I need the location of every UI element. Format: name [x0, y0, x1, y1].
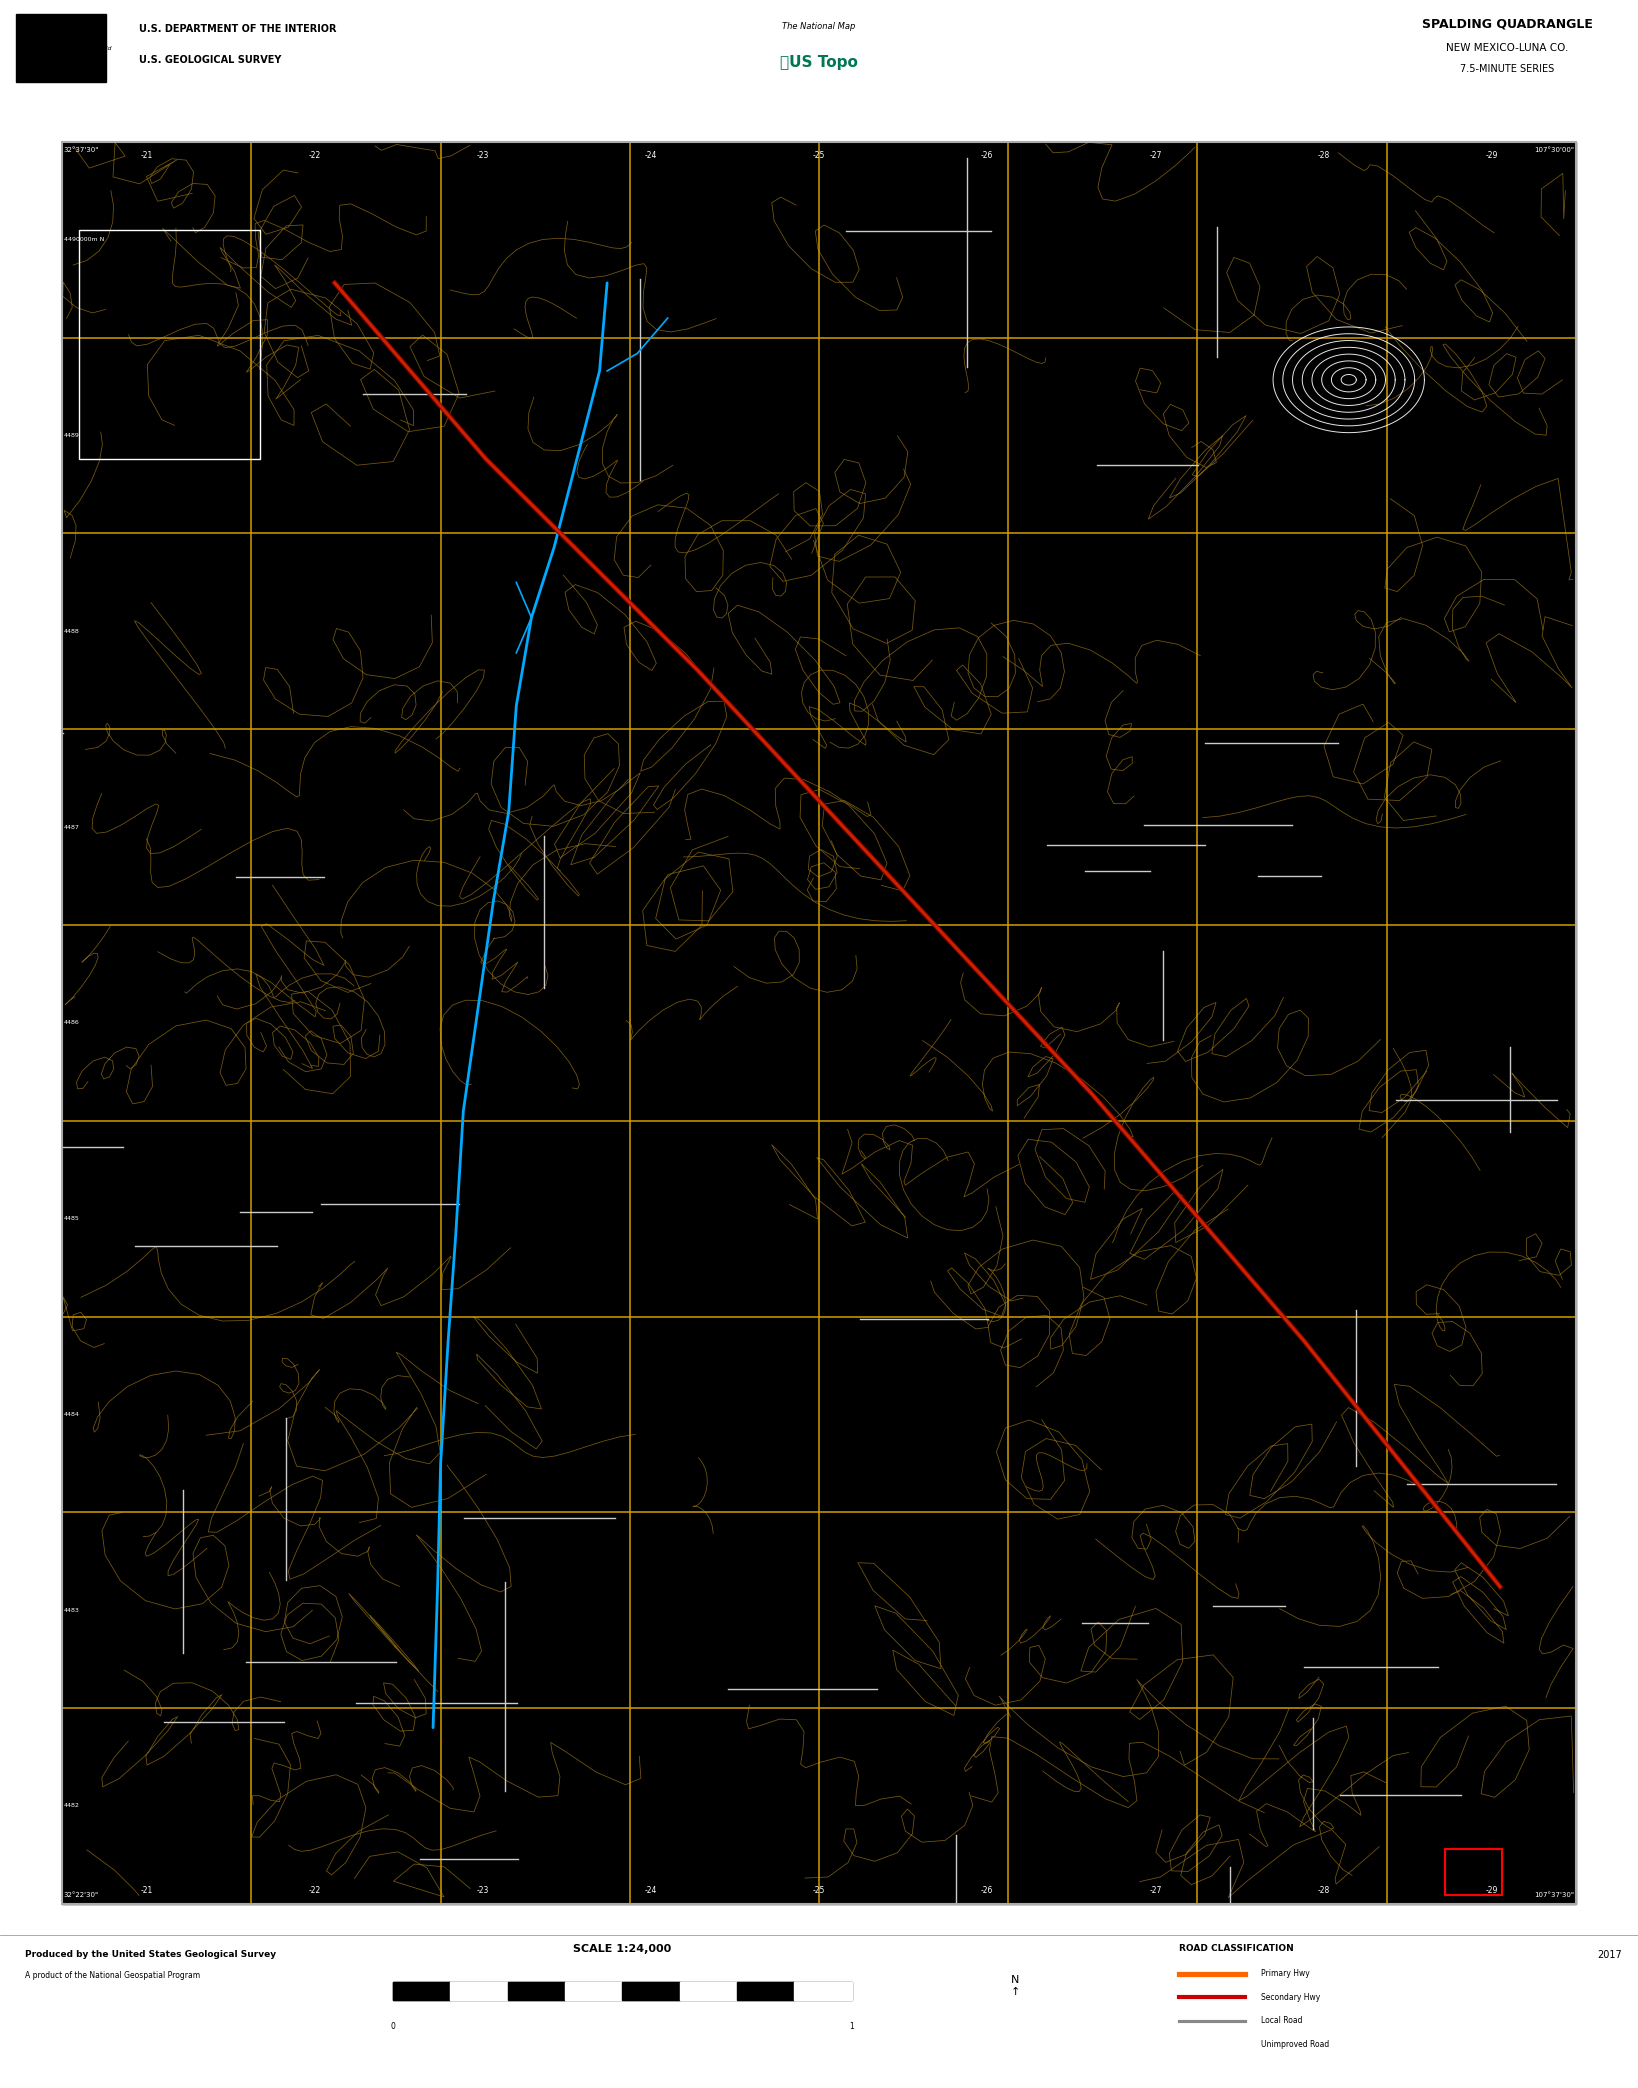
Text: 32°22'30": 32°22'30": [64, 1892, 98, 1898]
Bar: [16, 15, 106, 81]
Bar: [450, 1982, 508, 2000]
Text: -26: -26: [981, 150, 993, 161]
Text: 4485: 4485: [64, 1215, 80, 1221]
Text: NEW MEXICO-LUNA CO.: NEW MEXICO-LUNA CO.: [1446, 44, 1568, 52]
Text: A product of the National Geospatial Program: A product of the National Geospatial Pro…: [25, 1971, 200, 1979]
Text: Local Road: Local Road: [1261, 2017, 1302, 2025]
Text: Primary Hwy: Primary Hwy: [1261, 1969, 1310, 1977]
Bar: [508, 1982, 565, 2000]
Text: -27: -27: [1150, 1885, 1161, 1894]
Text: science for a changing world: science for a changing world: [21, 46, 111, 50]
Text: 107°30'00": 107°30'00": [1535, 148, 1574, 152]
Text: 1: 1: [850, 2021, 853, 2032]
Text: -24: -24: [645, 1885, 657, 1894]
Text: SPALDING QUADRANGLE: SPALDING QUADRANGLE: [1422, 17, 1592, 31]
Text: -24: -24: [645, 150, 657, 161]
Text: -28: -28: [1317, 150, 1330, 161]
Text: 32°37'30": 32°37'30": [64, 148, 100, 152]
Text: 4483: 4483: [64, 1608, 80, 1612]
Text: 4482: 4482: [64, 1804, 80, 1808]
Text: U.S. GEOLOGICAL SURVEY: U.S. GEOLOGICAL SURVEY: [139, 54, 282, 65]
Text: -23: -23: [477, 1885, 488, 1894]
Text: ROAD CLASSIFICATION: ROAD CLASSIFICATION: [1179, 1944, 1294, 1952]
Text: -21: -21: [141, 150, 152, 161]
Text: 7.5-MINUTE SERIES: 7.5-MINUTE SERIES: [1459, 65, 1554, 75]
Text: -21: -21: [141, 1885, 152, 1894]
Bar: [393, 1982, 852, 2000]
Bar: [680, 1982, 737, 2000]
Text: -26: -26: [981, 1885, 993, 1894]
Text: ▓USGS: ▓USGS: [21, 21, 69, 33]
Text: -29: -29: [1486, 150, 1497, 161]
Text: U.S. DEPARTMENT OF THE INTERIOR: U.S. DEPARTMENT OF THE INTERIOR: [139, 23, 337, 33]
Text: SCALE 1:24,000: SCALE 1:24,000: [573, 1944, 672, 1954]
Bar: [794, 1982, 852, 2000]
Text: 4484: 4484: [64, 1411, 80, 1418]
Text: 107°37'30": 107°37'30": [1535, 1892, 1574, 1898]
Text: 4490000m N: 4490000m N: [64, 238, 105, 242]
Text: -27: -27: [1150, 150, 1161, 161]
Text: 4486: 4486: [64, 1021, 80, 1025]
Text: Secondary Hwy: Secondary Hwy: [1261, 1992, 1320, 2002]
Text: 🌿US Topo: 🌿US Topo: [780, 54, 858, 69]
Bar: [393, 1982, 450, 2000]
Text: -25: -25: [812, 1885, 826, 1894]
Text: 0: 0: [391, 2021, 395, 2032]
Text: The National Map: The National Map: [783, 23, 855, 31]
Bar: [737, 1982, 794, 2000]
Text: -29: -29: [1486, 1885, 1497, 1894]
Text: 4487: 4487: [64, 825, 80, 829]
Bar: [565, 1982, 622, 2000]
Text: -23: -23: [477, 150, 488, 161]
Text: N
↑: N ↑: [1011, 1975, 1020, 1996]
Text: Unimproved Road: Unimproved Road: [1261, 2040, 1330, 2048]
Text: 4489: 4489: [64, 432, 80, 438]
Text: 4488: 4488: [64, 628, 80, 635]
Text: -25: -25: [812, 150, 826, 161]
Bar: [622, 1982, 680, 2000]
Bar: [79, 230, 260, 459]
Text: Produced by the United States Geological Survey: Produced by the United States Geological…: [25, 1950, 275, 1959]
Text: -22: -22: [308, 150, 321, 161]
Text: 2017: 2017: [1597, 1950, 1622, 1961]
Text: -22: -22: [308, 1885, 321, 1894]
Bar: [1445, 1848, 1502, 1894]
Text: -28: -28: [1317, 1885, 1330, 1894]
